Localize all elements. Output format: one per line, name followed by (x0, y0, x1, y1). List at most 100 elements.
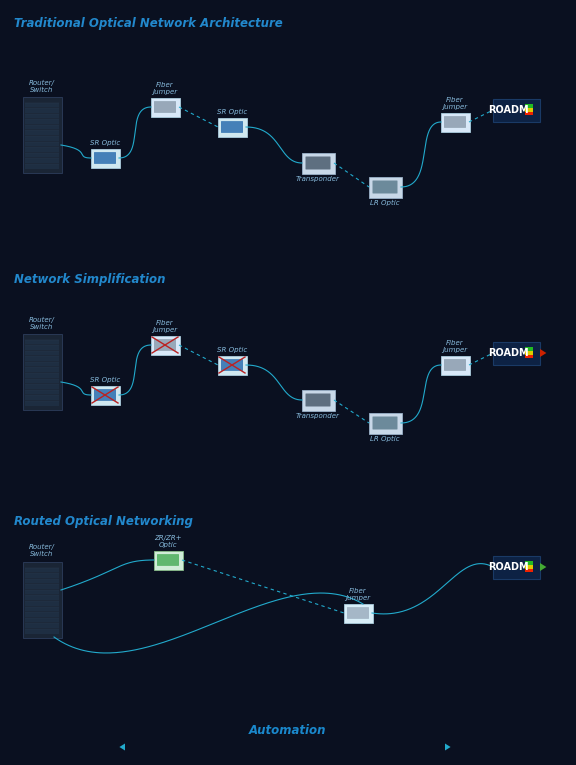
Text: Fiber
Jumper: Fiber Jumper (442, 340, 468, 353)
FancyBboxPatch shape (25, 401, 59, 405)
FancyBboxPatch shape (25, 396, 59, 400)
FancyBboxPatch shape (369, 412, 401, 434)
FancyBboxPatch shape (25, 384, 59, 389)
FancyBboxPatch shape (25, 379, 59, 383)
Text: SR Optic: SR Optic (217, 347, 247, 353)
FancyBboxPatch shape (525, 568, 533, 572)
FancyBboxPatch shape (25, 573, 59, 578)
FancyBboxPatch shape (25, 568, 59, 572)
FancyBboxPatch shape (25, 350, 59, 355)
FancyBboxPatch shape (525, 104, 533, 108)
FancyBboxPatch shape (525, 347, 533, 351)
FancyBboxPatch shape (301, 152, 335, 174)
FancyBboxPatch shape (525, 565, 533, 568)
Text: SR Optic: SR Optic (217, 109, 247, 115)
FancyBboxPatch shape (492, 99, 540, 122)
FancyBboxPatch shape (305, 393, 331, 406)
FancyBboxPatch shape (22, 97, 62, 173)
FancyBboxPatch shape (25, 362, 59, 366)
FancyBboxPatch shape (25, 584, 59, 589)
Polygon shape (445, 744, 450, 750)
FancyBboxPatch shape (525, 354, 533, 358)
FancyBboxPatch shape (25, 590, 59, 594)
FancyBboxPatch shape (301, 389, 335, 411)
FancyBboxPatch shape (492, 341, 540, 364)
FancyBboxPatch shape (369, 177, 401, 197)
Text: Automation: Automation (249, 724, 327, 737)
FancyBboxPatch shape (90, 386, 119, 405)
FancyBboxPatch shape (218, 118, 247, 136)
FancyBboxPatch shape (25, 164, 59, 168)
FancyBboxPatch shape (25, 103, 59, 107)
FancyBboxPatch shape (25, 158, 59, 163)
FancyBboxPatch shape (373, 416, 397, 429)
Text: Fiber
Jumper: Fiber Jumper (153, 320, 177, 333)
FancyBboxPatch shape (153, 551, 183, 569)
Polygon shape (540, 563, 547, 571)
Text: Fiber
Jumper: Fiber Jumper (153, 82, 177, 95)
FancyBboxPatch shape (150, 336, 180, 354)
Text: Fiber
Jumper: Fiber Jumper (442, 97, 468, 110)
Polygon shape (540, 349, 547, 357)
FancyBboxPatch shape (221, 121, 243, 133)
Text: ZR/ZR+
Optic: ZR/ZR+ Optic (154, 535, 182, 548)
FancyBboxPatch shape (25, 147, 59, 151)
FancyBboxPatch shape (25, 595, 59, 600)
FancyBboxPatch shape (25, 108, 59, 112)
FancyBboxPatch shape (25, 629, 59, 633)
FancyBboxPatch shape (154, 101, 176, 113)
FancyBboxPatch shape (25, 578, 59, 583)
FancyBboxPatch shape (25, 373, 59, 378)
FancyBboxPatch shape (343, 604, 373, 623)
Text: LR Optic: LR Optic (370, 436, 400, 442)
FancyBboxPatch shape (25, 612, 59, 617)
FancyBboxPatch shape (218, 356, 247, 375)
FancyBboxPatch shape (25, 114, 59, 119)
Text: Router/
Switch: Router/ Switch (29, 545, 55, 558)
FancyBboxPatch shape (157, 554, 179, 566)
Text: Transponder: Transponder (296, 176, 340, 182)
Text: ROADM: ROADM (488, 105, 528, 115)
FancyBboxPatch shape (25, 125, 59, 129)
Text: Router/
Switch: Router/ Switch (29, 317, 55, 330)
FancyBboxPatch shape (25, 119, 59, 124)
Text: Router/
Switch: Router/ Switch (29, 80, 55, 93)
FancyBboxPatch shape (25, 601, 59, 606)
FancyBboxPatch shape (525, 561, 533, 565)
FancyBboxPatch shape (441, 112, 469, 132)
FancyBboxPatch shape (154, 339, 176, 351)
FancyBboxPatch shape (305, 157, 331, 170)
Text: Transponder: Transponder (296, 413, 340, 419)
FancyBboxPatch shape (22, 334, 62, 410)
FancyBboxPatch shape (441, 356, 469, 375)
FancyBboxPatch shape (444, 116, 466, 128)
FancyBboxPatch shape (525, 108, 533, 112)
FancyBboxPatch shape (221, 359, 243, 371)
FancyBboxPatch shape (90, 148, 119, 168)
FancyBboxPatch shape (25, 136, 59, 141)
FancyBboxPatch shape (94, 152, 116, 164)
FancyBboxPatch shape (25, 607, 59, 611)
Text: Network Simplification: Network Simplification (14, 273, 165, 286)
FancyBboxPatch shape (25, 623, 59, 628)
FancyBboxPatch shape (25, 153, 59, 158)
Polygon shape (119, 744, 125, 750)
Text: ROADM: ROADM (488, 562, 528, 572)
Text: ROADM: ROADM (488, 348, 528, 358)
FancyBboxPatch shape (25, 356, 59, 361)
FancyBboxPatch shape (22, 562, 62, 638)
FancyBboxPatch shape (25, 130, 59, 135)
FancyBboxPatch shape (94, 389, 116, 401)
Text: Traditional Optical Network Architecture: Traditional Optical Network Architecture (14, 17, 283, 30)
FancyBboxPatch shape (25, 345, 59, 350)
FancyBboxPatch shape (25, 367, 59, 372)
Text: LR Optic: LR Optic (370, 200, 400, 206)
FancyBboxPatch shape (525, 350, 533, 354)
FancyBboxPatch shape (492, 555, 540, 578)
Text: Routed Optical Networking: Routed Optical Networking (14, 515, 193, 528)
Text: SR Optic: SR Optic (90, 140, 120, 146)
FancyBboxPatch shape (25, 340, 59, 344)
Text: SR Optic: SR Optic (90, 377, 120, 383)
FancyBboxPatch shape (347, 607, 369, 619)
FancyBboxPatch shape (525, 111, 533, 115)
